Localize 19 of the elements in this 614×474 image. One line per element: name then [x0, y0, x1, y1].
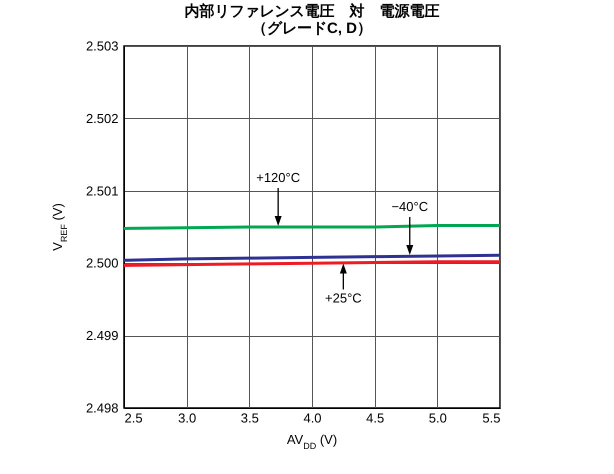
x-axis-title: AV$_{DD}$ (V): [286, 432, 338, 451]
y-tick-label: 2.502: [86, 110, 118, 126]
x-tick-label: 4.0: [303, 410, 322, 426]
x-tick-label: 3.5: [240, 410, 259, 426]
x-tick-label: 5.0: [428, 410, 447, 426]
y-tick-label: 2.500: [86, 256, 118, 271]
chart-title: 内部リファレンス電圧 対 電源電圧: [184, 2, 440, 20]
annotation: −40°C: [391, 198, 428, 214]
annotation: +120°C: [256, 170, 300, 185]
chart-subtitle: （グレードC, D）: [252, 20, 372, 37]
x-tick-label: 3.0: [178, 410, 196, 426]
y-tick-label: 2.499: [86, 328, 118, 344]
y-tick-label: 2.501: [86, 183, 118, 198]
annotation: +25°C: [325, 290, 362, 306]
x-tick-label: 2.5: [124, 410, 143, 426]
y-tick-label: 2.503: [86, 38, 118, 54]
y-tick-label: 2.498: [86, 400, 118, 416]
x-tick-label: 4.5: [366, 410, 384, 426]
x-tick-label: 5.5: [482, 410, 500, 426]
